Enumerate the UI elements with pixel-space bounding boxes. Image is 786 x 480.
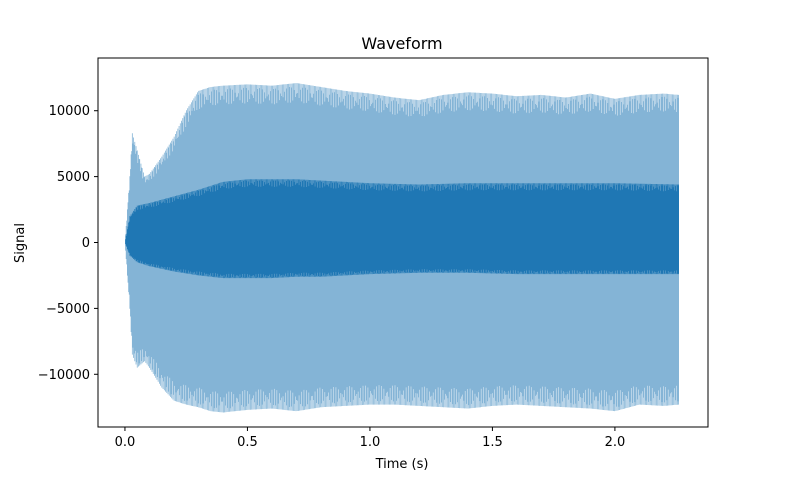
y-tick-label: 10000 [49,104,90,119]
x-tick-label: 0.5 [237,435,258,450]
y-tick-label: −5000 [46,302,90,317]
x-tick-label: 0.0 [115,435,136,450]
y-tick-label: 0 [82,236,90,251]
plot-area [125,83,679,413]
x-tick-label: 1.5 [482,435,503,450]
axis-ticks: 0.0 0.5 1.0 1.5 2.0 −10000 −5000 0 5000 10000 [38,104,626,450]
plot-frame [97,57,709,428]
x-tick-label: 1.0 [360,435,381,450]
waveform-inner-envelope [125,179,679,279]
y-tick-label: 5000 [57,170,90,185]
chart-title: Waveform [361,34,442,53]
x-tick-label: 2.0 [605,435,626,450]
x-axis-label: Time (s) [375,457,429,472]
y-axis-label: Signal [13,223,28,263]
y-tick-label: −10000 [38,368,90,383]
